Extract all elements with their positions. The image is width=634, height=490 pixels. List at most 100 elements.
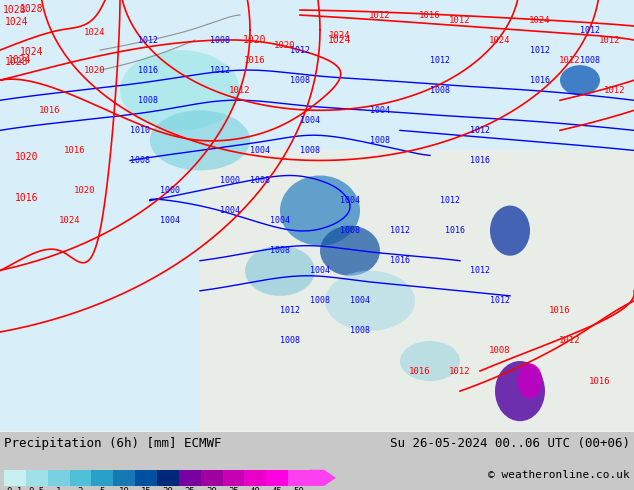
Text: 1016: 1016 [64, 146, 86, 155]
Bar [113, 470, 135, 486]
Text: 1016: 1016 [445, 226, 465, 235]
Text: 1008: 1008 [350, 326, 370, 336]
Text: 1012: 1012 [559, 337, 581, 345]
Bar [157, 470, 179, 486]
Text: 25: 25 [184, 487, 195, 490]
Text: 1004: 1004 [220, 206, 240, 215]
Text: 1028: 1028 [3, 5, 27, 15]
Ellipse shape [280, 175, 360, 245]
Text: 35: 35 [228, 487, 239, 490]
Bar [4, 470, 26, 486]
Bar [91, 470, 113, 486]
Bar [135, 470, 157, 486]
Text: 1004: 1004 [300, 116, 320, 125]
Ellipse shape [495, 361, 545, 421]
Text: 1020: 1020 [243, 35, 267, 45]
Text: 1008: 1008 [250, 176, 270, 185]
Ellipse shape [517, 364, 543, 398]
Text: 1012: 1012 [530, 46, 550, 55]
Ellipse shape [320, 225, 380, 276]
Text: 1012: 1012 [138, 36, 158, 45]
Bar [266, 470, 288, 486]
Text: 40: 40 [250, 487, 261, 490]
FancyArrow shape [310, 470, 336, 486]
Text: 1008: 1008 [430, 86, 450, 95]
Text: 1008: 1008 [489, 346, 511, 355]
Text: 1004: 1004 [160, 216, 180, 225]
Ellipse shape [245, 245, 315, 296]
Text: 15: 15 [141, 487, 152, 490]
Text: 1016: 1016 [138, 66, 158, 74]
Bar [48, 470, 70, 486]
Text: 1012: 1012 [470, 126, 490, 135]
Text: 1008: 1008 [580, 56, 600, 65]
Text: 0.1: 0.1 [7, 487, 23, 490]
Text: 1012: 1012 [604, 86, 626, 95]
Text: 1008: 1008 [138, 96, 158, 105]
Text: 1024: 1024 [489, 36, 511, 45]
Text: 1016: 1016 [15, 193, 39, 202]
Bar [288, 470, 310, 486]
Text: 1016: 1016 [390, 256, 410, 265]
Text: 1008: 1008 [270, 246, 290, 255]
Text: 1020: 1020 [15, 152, 39, 163]
Text: 1020: 1020 [84, 66, 106, 74]
Ellipse shape [150, 110, 250, 171]
Text: 1008: 1008 [340, 226, 360, 235]
Text: 1012: 1012 [599, 36, 621, 45]
Ellipse shape [400, 341, 460, 381]
Text: 1000: 1000 [220, 176, 240, 185]
Text: 1004: 1004 [350, 296, 370, 305]
Text: 1020: 1020 [74, 186, 96, 195]
Text: 2: 2 [78, 487, 83, 490]
Bar [245, 470, 266, 486]
Text: 1012: 1012 [390, 226, 410, 235]
Text: 1008: 1008 [280, 337, 300, 345]
Text: 1012: 1012 [490, 296, 510, 305]
Text: © weatheronline.co.uk: © weatheronline.co.uk [488, 470, 630, 480]
Text: 1012: 1012 [430, 56, 450, 65]
FancyBboxPatch shape [0, 0, 200, 431]
FancyBboxPatch shape [0, 0, 634, 431]
Text: 1010: 1010 [130, 126, 150, 135]
Text: 1024: 1024 [529, 16, 551, 24]
Text: 1012: 1012 [470, 266, 490, 275]
Text: 1016: 1016 [410, 367, 430, 375]
Text: 1024: 1024 [328, 35, 352, 45]
Text: 1016: 1016 [470, 156, 490, 165]
Text: 30: 30 [206, 487, 217, 490]
Text: 1016: 1016 [244, 56, 266, 65]
Bar [26, 470, 48, 486]
Ellipse shape [560, 65, 600, 95]
Text: 1008: 1008 [210, 36, 230, 45]
Text: 1008: 1008 [310, 296, 330, 305]
Text: 1008: 1008 [290, 76, 310, 85]
Text: Precipitation (6h) [mm] ECMWF: Precipitation (6h) [mm] ECMWF [4, 437, 221, 450]
Text: 1012: 1012 [290, 46, 310, 55]
Text: 1024: 1024 [5, 17, 29, 27]
Ellipse shape [490, 206, 530, 256]
Ellipse shape [120, 50, 240, 130]
Text: 1012: 1012 [369, 11, 391, 20]
Text: 10: 10 [119, 487, 129, 490]
Text: 1008: 1008 [370, 136, 390, 145]
Bar [179, 470, 201, 486]
Text: 1024: 1024 [84, 27, 106, 37]
Text: 1012: 1012 [580, 25, 600, 35]
Bar [223, 470, 245, 486]
Text: 1024: 1024 [59, 216, 81, 225]
Text: 1016: 1016 [419, 11, 441, 20]
Ellipse shape [325, 271, 415, 331]
Text: 1012: 1012 [210, 66, 230, 74]
Text: 1012: 1012 [230, 86, 251, 95]
Text: 1016: 1016 [39, 106, 61, 115]
Text: 20: 20 [162, 487, 173, 490]
Text: 1004: 1004 [370, 106, 390, 115]
Text: 1004: 1004 [270, 216, 290, 225]
Text: 1012: 1012 [440, 196, 460, 205]
Text: 1016: 1016 [589, 376, 611, 386]
Text: 45: 45 [272, 487, 283, 490]
Text: 1012: 1012 [450, 367, 471, 375]
Text: 1016: 1016 [549, 306, 571, 316]
Bar [70, 470, 91, 486]
